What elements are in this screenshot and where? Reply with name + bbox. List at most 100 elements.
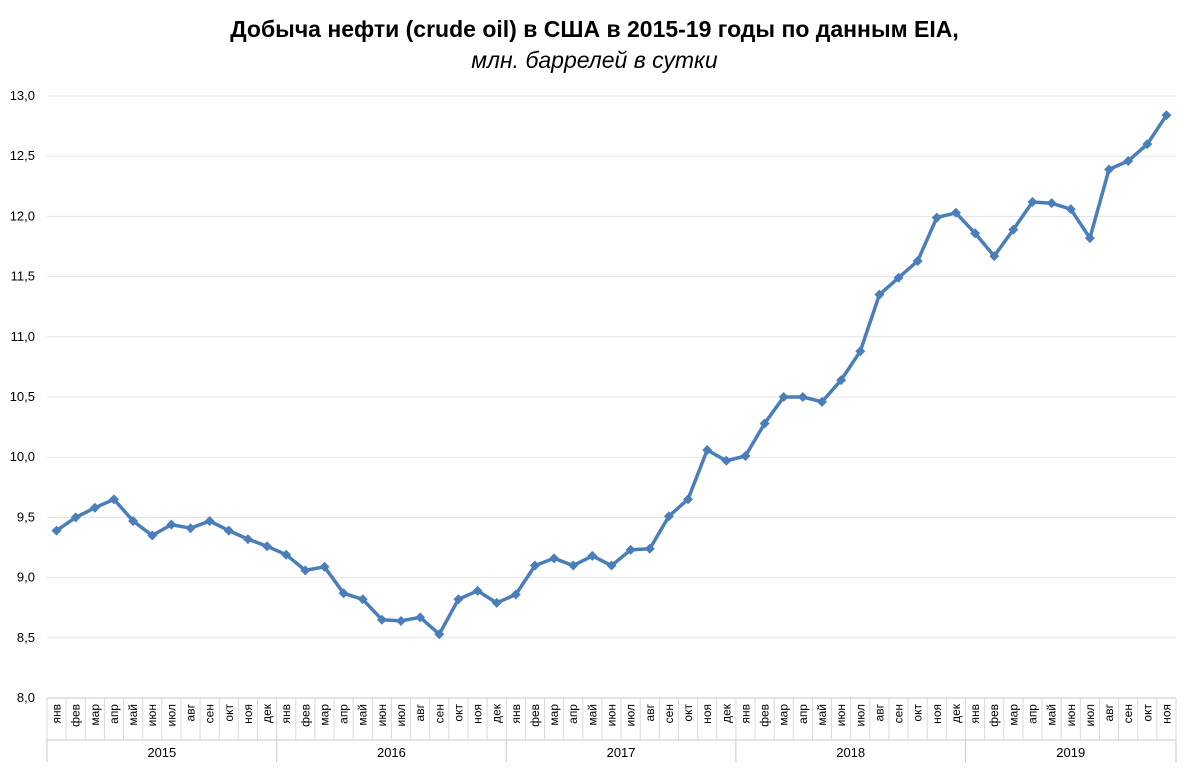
- data-point: [319, 561, 330, 572]
- y-tick-label: 13,0: [10, 88, 35, 103]
- data-point: [1008, 224, 1019, 235]
- x-tick-label: май: [585, 704, 599, 726]
- y-tick-label: 11,5: [11, 269, 35, 284]
- x-tick-label: мар: [317, 704, 331, 726]
- data-point: [1104, 164, 1115, 175]
- data-point: [778, 392, 789, 402]
- data-point: [836, 375, 847, 386]
- y-tick-label: 9,5: [17, 509, 35, 524]
- year-label: 2015: [147, 745, 176, 760]
- data-point: [223, 525, 234, 536]
- data-point: [874, 289, 885, 300]
- x-tick-label: мар: [777, 704, 791, 726]
- data-point: [1084, 233, 1095, 244]
- data-point: [1027, 196, 1038, 207]
- x-tick-label: янв: [968, 704, 982, 724]
- gridlines: [47, 95, 1176, 639]
- data-point: [491, 597, 502, 608]
- data-point: [89, 502, 100, 513]
- y-tick-label: 12,5: [10, 148, 35, 163]
- x-tick-label: фев: [987, 704, 1001, 727]
- x-tick-label: окт: [911, 704, 925, 722]
- data-point: [1123, 156, 1134, 167]
- data-point: [893, 272, 904, 283]
- x-tick-label: фев: [528, 704, 542, 727]
- x-tick-label: янв: [509, 704, 523, 724]
- data-point: [108, 494, 119, 505]
- x-tick-label: мар: [547, 704, 561, 726]
- x-tick-label: янв: [50, 704, 64, 724]
- data-point: [300, 565, 311, 576]
- data-point: [166, 519, 177, 530]
- x-tick-label: авг: [1102, 703, 1116, 721]
- data-point: [147, 530, 158, 541]
- year-label: 2018: [836, 745, 865, 760]
- data-point: [702, 444, 713, 455]
- x-tick-label: июн: [1064, 704, 1078, 726]
- data-point: [970, 228, 981, 239]
- x-tick-label: янв: [279, 704, 293, 724]
- x-tick-label: авг: [413, 703, 427, 721]
- x-tick-label: янв: [738, 704, 752, 724]
- x-tick-label: июл: [164, 704, 178, 726]
- x-tick-label: июн: [375, 704, 389, 726]
- x-tick-label: фев: [298, 704, 312, 727]
- x-tick-label: окт: [681, 704, 695, 722]
- x-tick-label: апр: [107, 704, 121, 724]
- year-label: 2017: [607, 745, 636, 760]
- x-tick-label: май: [1045, 704, 1059, 726]
- x-tick-label: июн: [145, 704, 159, 726]
- x-tick-label: май: [126, 704, 140, 726]
- x-tick-label: июн: [834, 704, 848, 726]
- x-tick-label: ноя: [1159, 704, 1173, 724]
- data-point: [128, 516, 139, 527]
- data-point: [568, 560, 579, 571]
- data-point: [415, 612, 426, 623]
- y-tick-label: 10,5: [10, 389, 35, 404]
- data-point: [759, 418, 770, 429]
- data-point: [1046, 198, 1057, 209]
- x-tick-label: дек: [719, 703, 733, 723]
- data-point: [51, 525, 62, 536]
- x-tick-label: сен: [662, 704, 676, 723]
- data-point: [376, 614, 387, 625]
- data-point: [950, 207, 961, 218]
- x-tick-label: июл: [1083, 704, 1097, 726]
- x-tick-label: окт: [222, 704, 236, 722]
- x-tick-label: июл: [853, 704, 867, 726]
- x-tick-label: май: [815, 704, 829, 726]
- y-tick-label: 10,0: [10, 449, 35, 464]
- data-point: [683, 494, 694, 505]
- data-point: [453, 594, 464, 605]
- data-point: [816, 396, 827, 407]
- x-tick-label: дек: [260, 703, 274, 723]
- data-point: [912, 255, 923, 266]
- x-tick-label: июл: [624, 704, 638, 726]
- data-point: [396, 615, 407, 626]
- data-point: [204, 516, 215, 527]
- data-point: [242, 534, 253, 545]
- x-tick-label: окт: [1140, 704, 1154, 722]
- data-point: [1161, 110, 1172, 121]
- x-tick-label: апр: [337, 704, 351, 724]
- x-tick-label: фев: [758, 704, 772, 727]
- data-point: [606, 560, 617, 571]
- data-point: [529, 560, 540, 571]
- x-tick-label: ноя: [471, 704, 485, 724]
- x-tick-label: апр: [1025, 704, 1039, 724]
- data-point: [644, 543, 655, 554]
- data-point: [70, 512, 81, 523]
- x-tick-label: сен: [432, 704, 446, 723]
- y-tick-label: 8,5: [17, 630, 35, 645]
- x-tick-label: сен: [892, 704, 906, 723]
- x-tick-label: фев: [69, 704, 83, 727]
- data-point: [721, 455, 732, 466]
- data-point: [931, 212, 942, 223]
- data-point: [434, 629, 445, 640]
- data-point: [740, 450, 751, 461]
- x-tick-label: ноя: [930, 704, 944, 724]
- y-axis: 8,0 8,5 9,0 9,5 10,0 10,5 11,0 11,5 12,0 12,5 13,0: [10, 88, 35, 705]
- x-tick-label: июн: [605, 704, 619, 726]
- data-point: [663, 511, 674, 522]
